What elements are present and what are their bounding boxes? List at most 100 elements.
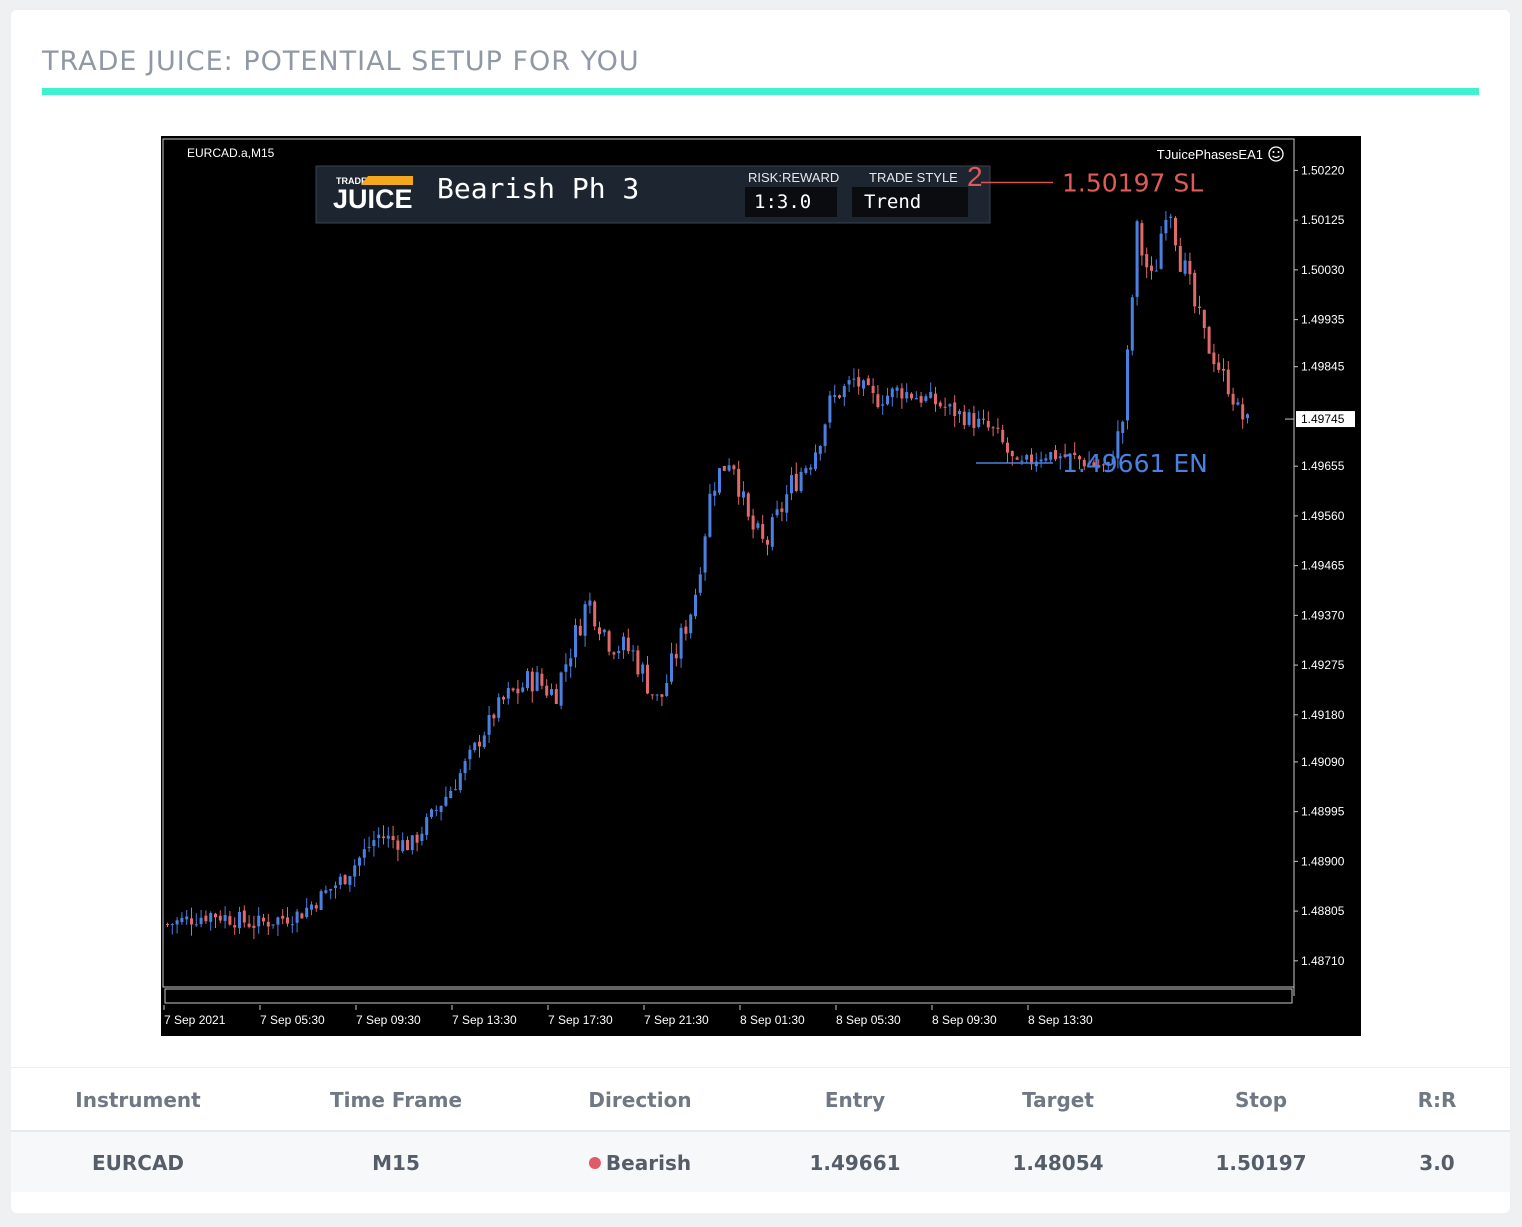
price-tick-label: 1.49180 xyxy=(1301,708,1345,722)
candle-body xyxy=(233,925,237,928)
header-instrument: Instrument xyxy=(75,1088,201,1112)
candle-body xyxy=(295,911,299,923)
candle-body xyxy=(934,393,937,405)
table-row[interactable]: EURCAD M15 Bearish 1.49661 1.48054 1.501… xyxy=(11,1132,1510,1192)
candle-body xyxy=(900,388,904,399)
candle-body xyxy=(204,915,208,922)
candle-body xyxy=(679,627,683,659)
candle-body xyxy=(314,905,318,909)
candle-body xyxy=(372,840,376,847)
candle-body xyxy=(564,664,568,672)
rr-value: 1:3.0 xyxy=(754,191,811,213)
plot-frame xyxy=(162,138,1295,988)
candle-body xyxy=(1154,270,1158,272)
trade-panel: TRADE JUICE Bearish Ph 3 RISK:REWARD 1:3… xyxy=(315,161,991,224)
scrollbar[interactable] xyxy=(164,988,1293,1004)
candle-body xyxy=(559,672,563,706)
candle-body xyxy=(770,517,774,547)
price-tick-label: 1.50220 xyxy=(1301,163,1345,177)
candle-body xyxy=(1015,457,1019,460)
header-rr: R:R xyxy=(1417,1088,1457,1112)
candle-body xyxy=(689,614,693,634)
candle-body xyxy=(1188,260,1192,275)
candle-body xyxy=(804,468,808,473)
smiley-icon[interactable] xyxy=(1268,146,1284,162)
candle-body xyxy=(257,915,261,927)
candle-body xyxy=(286,917,289,924)
candle-body xyxy=(1207,326,1211,354)
candle-body xyxy=(982,418,985,420)
time-tick-label: 7 Sep 2021 xyxy=(164,1013,226,1027)
trade-juice-logo: TRADE JUICE xyxy=(333,176,413,214)
candle-body xyxy=(324,890,328,893)
candle-body xyxy=(1202,309,1206,329)
candle-body xyxy=(967,412,971,425)
candle-body xyxy=(1092,462,1096,466)
candle-body xyxy=(1222,368,1225,371)
entry-level: 1.49661 EN xyxy=(976,449,1208,478)
candle-body xyxy=(631,650,635,652)
header-timeframe: Time Frame xyxy=(329,1088,463,1112)
price-tick-label: 1.48805 xyxy=(1301,904,1345,918)
candle-body xyxy=(655,694,659,696)
candle-body xyxy=(338,876,342,885)
candle-body xyxy=(1097,465,1101,467)
candle-body xyxy=(449,790,453,799)
svg-text:1.49745: 1.49745 xyxy=(1301,412,1345,426)
candle-body xyxy=(247,923,251,927)
candle-body xyxy=(1145,254,1149,268)
candle-body xyxy=(1087,462,1091,465)
candle-body xyxy=(646,664,649,694)
table-header: Instrument Time Frame Direction Entry Ta… xyxy=(11,1067,1510,1132)
candle-body xyxy=(1058,456,1062,459)
candle-body xyxy=(1178,245,1182,272)
cell-timeframe: M15 xyxy=(372,1151,420,1175)
candle-body xyxy=(511,688,515,691)
candle-body xyxy=(545,685,549,696)
cell-entry: 1.49661 xyxy=(809,1151,901,1175)
candle-body xyxy=(367,846,371,848)
candle-body xyxy=(732,465,736,470)
candle-body xyxy=(463,761,467,774)
candle-body xyxy=(223,914,227,921)
price-chart: 1.50220 1.50125 1.50030 1.49935 1.49845 1.496… xyxy=(161,136,1361,1036)
candle-body xyxy=(938,402,942,407)
time-tick-label: 7 Sep 13:30 xyxy=(452,1013,517,1027)
candle-body xyxy=(252,925,256,928)
candle-body xyxy=(761,524,765,539)
candle-body xyxy=(866,378,870,385)
candle-body xyxy=(665,683,669,696)
candle-body xyxy=(1039,459,1043,462)
cell-rr: 3.0 xyxy=(1419,1151,1455,1175)
candle-body xyxy=(569,658,573,667)
candle-body xyxy=(1010,450,1014,457)
header-target: Target xyxy=(1022,1088,1094,1112)
time-tick-label: 7 Sep 09:30 xyxy=(356,1013,421,1027)
price-tick-label: 1.48710 xyxy=(1301,954,1345,968)
candle-body xyxy=(396,840,400,850)
candle-body xyxy=(1126,349,1129,421)
candle-body xyxy=(1102,464,1105,466)
setup-count: 2 xyxy=(967,161,983,192)
candle-body xyxy=(694,594,697,617)
trade-style-label: TRADE STYLE xyxy=(869,170,958,185)
svg-text:JUICE: JUICE xyxy=(333,184,413,214)
candle-body xyxy=(588,600,592,606)
candle-body xyxy=(1174,217,1177,246)
candle-body xyxy=(895,387,899,391)
candle-body xyxy=(1078,456,1081,460)
current-price-tag: 1.49745 xyxy=(1296,411,1355,428)
candle-body xyxy=(497,697,501,718)
candle-body xyxy=(550,689,553,695)
candle-body xyxy=(886,395,889,405)
candle-body xyxy=(756,523,760,528)
candle-body xyxy=(1236,402,1240,405)
candle-body xyxy=(1049,452,1053,460)
candle-body xyxy=(1241,404,1245,420)
price-axis: 1.50220 1.50125 1.50030 1.49935 1.49845 1.496… xyxy=(1294,163,1345,968)
candle-body xyxy=(799,471,803,492)
setup-card: TRADE JUICE: POTENTIAL SETUP FOR YOU 1.5… xyxy=(11,10,1510,1213)
candle-body xyxy=(958,410,961,415)
candle-body xyxy=(766,539,769,545)
candle-body xyxy=(238,911,241,929)
